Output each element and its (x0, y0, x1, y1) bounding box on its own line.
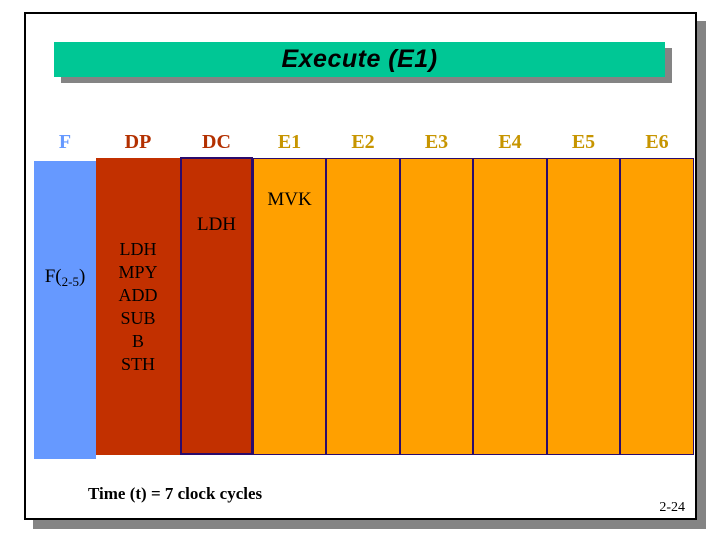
e1-cell-instruction: MVK (267, 189, 312, 210)
stage-header-e4: E4 (498, 131, 522, 153)
dp-instruction: STH (120, 354, 155, 374)
dp-instruction: MPY (118, 262, 158, 282)
pipeline-column-e5 (547, 158, 620, 455)
pipeline-column-f (34, 161, 96, 459)
stage-header-e6: E6 (645, 131, 669, 153)
dp-instruction: B (131, 331, 144, 351)
stage-header-f: F (58, 131, 72, 153)
pipeline-column-e6 (620, 158, 694, 455)
time-caption: Time (t) = 7 clock cycles (88, 484, 263, 503)
fetch-label-suffix: ) (78, 266, 86, 287)
pipeline-column-e2 (326, 158, 400, 455)
fetch-label-prefix: F( (44, 266, 62, 287)
slide: Execute (E1) F DP DC E1 E2 E3 E4 E5 E6 M… (24, 12, 697, 520)
stage-header-dc: DC (202, 131, 231, 153)
dp-instruction: LDH (119, 239, 157, 259)
stage-header-e3: E3 (424, 131, 449, 153)
page-number: 2-24 (659, 500, 685, 515)
stage-header-dp: DP (124, 131, 152, 153)
pipeline-column-e3 (400, 158, 473, 455)
dp-instruction-stack: LDH MPY ADD SUB B STH (96, 238, 180, 376)
slide-title: Execute (E1) (281, 45, 438, 73)
fetch-cell-label: F(2-5) (34, 265, 96, 294)
dp-instruction: SUB (120, 308, 156, 328)
stage-header-e5: E5 (571, 131, 596, 153)
pipeline-column-dp (96, 158, 180, 455)
stage-header-e2: E2 (351, 131, 375, 153)
pipeline-column-dc (180, 157, 253, 455)
dp-instruction: ADD (118, 285, 158, 305)
pipeline-column-e4 (473, 158, 547, 455)
fetch-label-subscript: 2-5 (61, 274, 79, 289)
dc-cell-instruction: LDH (196, 214, 237, 235)
pipeline-column-e1 (253, 158, 326, 455)
stage-header-e1: E1 (277, 131, 302, 153)
title-bar: Execute (E1) (54, 42, 665, 77)
